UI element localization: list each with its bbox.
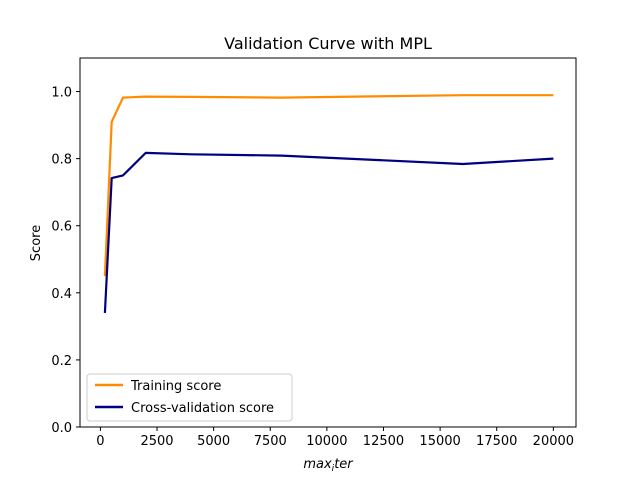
x-tick-label: 10000 bbox=[306, 434, 347, 449]
x-tick-label: 2500 bbox=[140, 434, 173, 449]
x-tick-label: 0 bbox=[96, 434, 104, 449]
y-tick-label: 0.0 bbox=[51, 421, 72, 436]
x-axis-label-subscript: i bbox=[332, 464, 335, 474]
plot-frame bbox=[79, 57, 577, 428]
legend-label-training: Training score bbox=[130, 379, 221, 394]
x-axis-label-tail: ter bbox=[334, 457, 354, 472]
x-tick-label: 7500 bbox=[254, 434, 287, 449]
x-tick-label: 5000 bbox=[197, 434, 230, 449]
y-tick-label: 1.0 bbox=[51, 86, 72, 101]
x-axis-label-main: max bbox=[303, 457, 332, 472]
y-tick-label: 0.4 bbox=[51, 287, 72, 302]
y-tick-label: 0.2 bbox=[51, 354, 72, 369]
x-tick-label: 15000 bbox=[419, 434, 460, 449]
legend: Training score Cross-validation score bbox=[86, 373, 293, 422]
ticks-layer: 0 2500 5000 7500 10000 12500 15000 17500 20000 0.… bbox=[51, 86, 574, 449]
y-axis-label: Score bbox=[29, 225, 44, 261]
series-layer bbox=[103, 94, 554, 313]
series-line-cross-validation-score bbox=[103, 151, 554, 313]
chart-title: Validation Curve with MPL bbox=[224, 34, 432, 53]
plot-area bbox=[80, 58, 576, 427]
x-tick-label: 12500 bbox=[363, 434, 404, 449]
y-tick-label: 0.6 bbox=[51, 220, 72, 235]
y-tick-label: 0.8 bbox=[51, 153, 72, 168]
legend-label-cross-validation: Cross-validation score bbox=[131, 401, 274, 416]
x-axis-label: maxiter bbox=[303, 457, 354, 474]
series-line-training-score bbox=[103, 94, 554, 277]
x-tick-label: 20000 bbox=[533, 434, 574, 449]
x-tick-label: 17500 bbox=[476, 434, 517, 449]
legend-box bbox=[86, 373, 293, 422]
